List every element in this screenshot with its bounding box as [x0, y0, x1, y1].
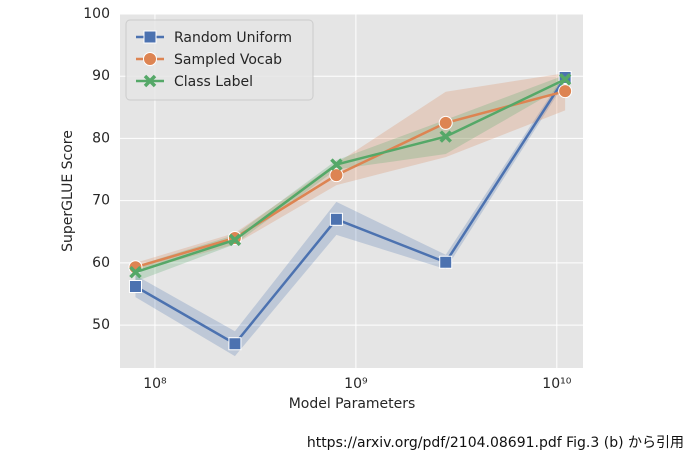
legend-marker [143, 52, 157, 66]
legend-box [125, 19, 314, 101]
y-tick-label: 50 [92, 317, 110, 333]
y-axis-label: SuperGLUE Score [60, 130, 76, 252]
marker [439, 255, 453, 269]
marker [129, 265, 142, 279]
marker [329, 168, 344, 183]
legend-marker [143, 30, 157, 44]
y-tick-label: 60 [92, 255, 110, 271]
legend-label: Class Label [174, 74, 253, 90]
legend-label: Sampled Vocab [174, 52, 282, 68]
y-tick-label: 80 [92, 130, 110, 146]
marker [329, 212, 343, 226]
legend-label: Random Uniform [174, 30, 292, 46]
marker [128, 279, 142, 293]
marker [228, 233, 242, 247]
y-tick-label: 100 [83, 6, 110, 22]
x-tick-label: 10⁸ [143, 376, 167, 392]
marker [438, 115, 453, 130]
marker [558, 73, 572, 86]
source-note: https://arxiv.org/pdf/2104.08691.pdf Fig… [306, 435, 684, 451]
marker [228, 337, 242, 351]
confidence-band [135, 73, 566, 273]
marker [330, 158, 343, 171]
x-tick-label: 10¹⁰ [542, 376, 571, 392]
marker [439, 130, 452, 143]
x-axis-label: Model Parameters [289, 396, 416, 412]
legend-marker [143, 74, 157, 88]
confidence-band [135, 73, 566, 357]
marker [558, 84, 573, 99]
x-tick-label: 10⁹ [344, 376, 368, 392]
confidence-band [135, 74, 566, 282]
y-tick-label: 90 [92, 68, 110, 84]
y-tick-label: 70 [92, 193, 110, 209]
